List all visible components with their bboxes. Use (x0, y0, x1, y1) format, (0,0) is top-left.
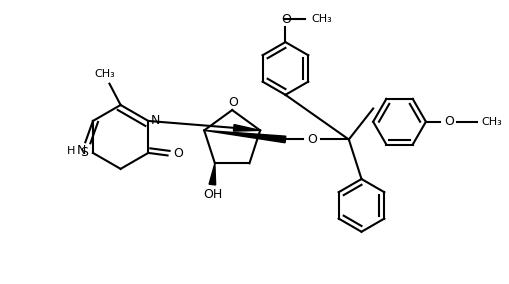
Text: O: O (281, 13, 291, 26)
Text: O: O (307, 133, 317, 146)
Text: O: O (173, 147, 182, 160)
Polygon shape (209, 163, 215, 185)
Text: OH: OH (203, 188, 222, 201)
Polygon shape (233, 125, 260, 131)
Text: CH₃: CH₃ (311, 14, 332, 24)
Text: N: N (150, 114, 160, 128)
Text: CH₃: CH₃ (94, 68, 115, 79)
Text: CH₃: CH₃ (480, 117, 501, 127)
Text: O: O (443, 115, 453, 128)
Text: O: O (228, 96, 238, 109)
Polygon shape (204, 130, 285, 143)
Text: N: N (77, 144, 87, 157)
Text: H: H (66, 146, 75, 156)
Text: S: S (79, 146, 88, 159)
